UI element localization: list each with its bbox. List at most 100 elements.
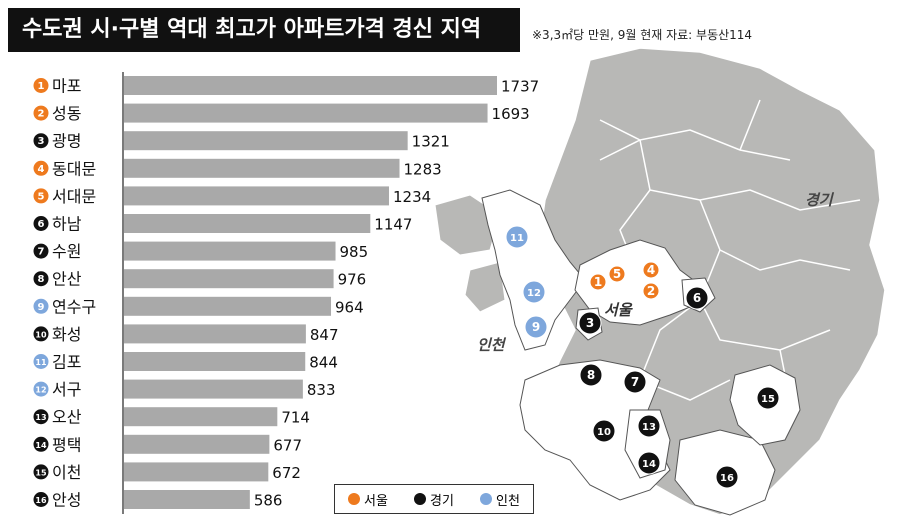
map-markers: 15 4 2 6 3 11 12 9 8 7 10 13 14 15 16	[505, 225, 780, 489]
source-note: ※3,3㎡당 만원, 9월 현재 자료: 부동산114	[532, 28, 753, 42]
rank-badge	[33, 105, 49, 121]
map-marker-number: 7	[631, 375, 639, 389]
map-marker-circle	[589, 273, 607, 291]
bar	[124, 131, 408, 151]
bar	[124, 158, 400, 178]
map-marker-circle	[715, 465, 739, 489]
chart-row: 1 마포 1737	[33, 76, 539, 96]
category-label: 화성	[52, 325, 81, 344]
map-marker: 16	[715, 465, 739, 489]
category-label: 김포	[52, 353, 81, 372]
rank-badge	[33, 188, 49, 204]
value-label: 1737	[501, 78, 539, 96]
rank-badge	[33, 492, 49, 507]
value-label: 586	[254, 492, 283, 510]
rank-number: 14	[35, 441, 47, 450]
chart-row: 16 안성 586	[33, 490, 283, 510]
rank-badge	[33, 381, 49, 397]
category-label: 동대문	[52, 159, 96, 178]
value-label: 1147	[374, 216, 412, 234]
rank-number: 9	[38, 302, 45, 313]
bar	[124, 324, 306, 344]
rank-number: 1	[38, 81, 45, 92]
map-marker: 12	[522, 280, 546, 304]
bar	[124, 379, 303, 399]
category-label: 안산	[52, 270, 82, 289]
category-label: 광명	[52, 132, 81, 151]
rank-badge	[33, 326, 49, 342]
map-marker-circle	[608, 265, 626, 283]
value-label: 1234	[393, 188, 431, 206]
category-label: 이천	[52, 463, 81, 482]
map-marker: 6	[685, 286, 709, 310]
category-label: 안성	[52, 491, 81, 510]
region-label-gyeonggi: 경기	[805, 191, 835, 209]
value-label: 1693	[492, 105, 530, 123]
map-marker-number: 5	[613, 267, 621, 281]
chart-row: 8 안산 976	[33, 269, 367, 289]
category-label: 연수구	[52, 297, 96, 316]
legend-label-incheon: 인천	[496, 493, 520, 509]
category-label: 평택	[52, 435, 81, 454]
map-marker-number: 2	[647, 284, 655, 298]
map-marker-circle	[637, 451, 661, 475]
map-marker-circle	[642, 282, 660, 300]
island-shape	[434, 194, 501, 256]
chart-row: 10 화성 847	[33, 324, 339, 344]
map-marker-number: 6	[693, 291, 701, 305]
chart-row: 15 이천 672	[33, 462, 301, 482]
category-label: 마포	[52, 77, 81, 96]
rank-number: 16	[35, 496, 47, 505]
chart-row: 3 광명 1321	[33, 131, 450, 151]
bar	[124, 296, 332, 316]
rank-number: 8	[38, 274, 45, 285]
legend: 서울 경기 인천	[334, 484, 534, 514]
value-label: 677	[273, 436, 302, 454]
map-marker-number: 15	[761, 394, 775, 405]
category-label: 서대문	[52, 187, 96, 206]
legend-swatch-gyeonggi	[414, 493, 427, 505]
bar	[124, 490, 250, 509]
category-label: 성동	[52, 104, 81, 123]
map-marker: 3	[578, 311, 602, 335]
rank-badge	[33, 464, 49, 480]
map-marker: 1	[589, 273, 607, 291]
map-marker: 2	[642, 282, 660, 300]
rank-number: 13	[35, 413, 46, 422]
bar	[124, 462, 269, 482]
bar	[124, 241, 336, 261]
bar	[124, 352, 306, 371]
map-marker-number: 11	[510, 233, 524, 244]
legend-swatch-seoul	[348, 493, 361, 505]
map-marker: 7	[623, 370, 647, 394]
value-label: 985	[340, 243, 369, 261]
map-marker-number: 4	[647, 263, 655, 277]
bar	[124, 434, 270, 454]
rank-number: 10	[35, 330, 47, 339]
value-label: 976	[338, 271, 367, 289]
rank-number: 11	[35, 358, 47, 367]
chart-row: 4 동대문 1283	[33, 158, 442, 178]
chart-row: 12 서구 833	[33, 379, 336, 399]
rank-number: 6	[38, 219, 45, 230]
rank-number: 12	[35, 386, 46, 395]
chart-row: 2 성동 1693	[33, 103, 530, 123]
map-marker: 9	[524, 315, 548, 339]
map-marker-circle	[756, 386, 780, 410]
chart-row: 11 김포 844	[33, 352, 338, 372]
value-label: 847	[310, 326, 339, 344]
map-marker-circle	[623, 370, 647, 394]
rank-number: 7	[38, 247, 45, 258]
legend-item-incheon: 인천	[480, 490, 520, 509]
map-marker-number: 14	[642, 459, 656, 470]
value-label: 1283	[404, 160, 442, 178]
rank-badge	[33, 133, 49, 149]
legend-item-gyeonggi: 경기	[414, 490, 454, 509]
map-marker: 5	[608, 265, 626, 283]
map-marker-circle	[524, 315, 548, 339]
map-marker-circle	[578, 311, 602, 335]
chart-row: 13 오산 714	[33, 407, 310, 427]
map-marker-number: 10	[597, 427, 611, 438]
region-label-seoul: 서울	[604, 301, 634, 319]
